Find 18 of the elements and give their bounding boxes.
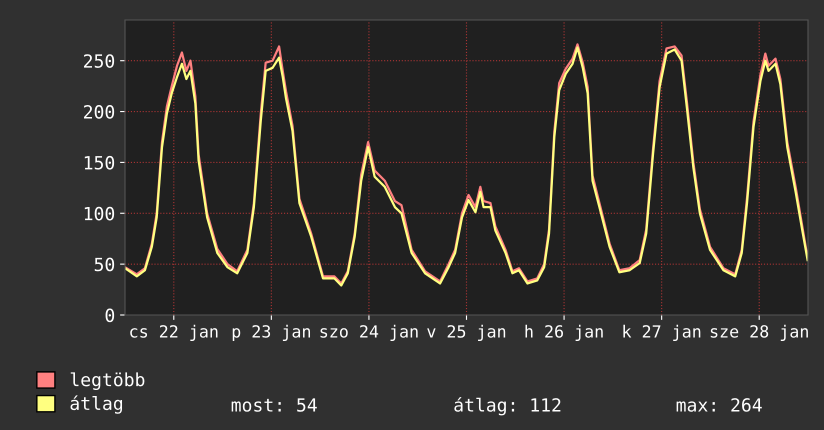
x-tick-label: sze 28 jan	[710, 324, 808, 341]
legend-label: átlag	[70, 395, 122, 414]
y-tick-label: 50	[94, 258, 114, 272]
y-tick-label: 200	[84, 105, 114, 119]
x-tick-label: v 25 jan	[427, 324, 506, 341]
x-tick-label: szo 24 jan	[320, 324, 418, 341]
x-tick-label: k 27 jan	[623, 324, 700, 341]
y-tick-label: 0	[106, 308, 114, 322]
legend-label: legtöbb	[70, 372, 144, 390]
y-tick-label: 100	[84, 206, 114, 220]
text: most: 54	[232, 398, 317, 412]
x-tick-label: p 23 jan	[232, 324, 310, 341]
y-tick-label: 250	[84, 54, 114, 68]
text: átlag: 112	[454, 397, 560, 416]
x-tick-label: h 26 jan	[526, 324, 603, 341]
x-tick-label: cs 22 jan	[130, 324, 218, 341]
text: max: 264	[676, 398, 762, 412]
y-tick-label: 150	[84, 156, 114, 170]
